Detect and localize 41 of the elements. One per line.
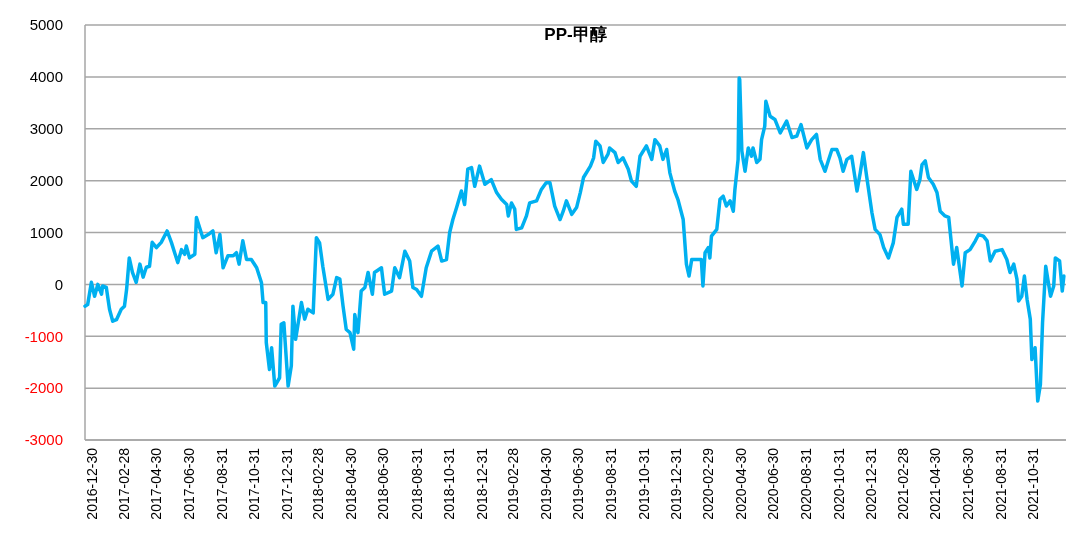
x-tick-label: 2017-04-30 (148, 447, 165, 520)
x-tick-label: 2018-08-31 (408, 447, 425, 520)
x-tick-label: 2021-06-30 (959, 447, 976, 520)
x-tick-label: 2020-02-29 (700, 447, 717, 520)
x-tick-label: 2020-06-30 (765, 447, 782, 520)
line-series (83, 76, 1066, 403)
x-tick-label: 2017-02-28 (115, 447, 132, 520)
y-tick-label: -2000 (24, 379, 63, 397)
x-tick-label: 2019-12-31 (668, 447, 685, 520)
y-tick-label: -3000 (24, 431, 63, 449)
y-tick-label: 2000 (29, 171, 63, 189)
y-tick-label: 5000 (29, 16, 63, 34)
x-tick-label: 2019-06-30 (570, 447, 587, 520)
x-tick-label: 2018-04-30 (342, 447, 359, 520)
x-tick-label: 2020-08-31 (798, 447, 815, 520)
x-tick-label: 2021-04-30 (927, 447, 944, 520)
x-tick-label: 2017-08-31 (213, 447, 230, 520)
x-tick-label: 2017-06-30 (180, 447, 197, 520)
x-tick-label: 2020-12-31 (863, 447, 880, 520)
x-tick-label: 2018-06-30 (375, 447, 392, 520)
x-tick-label: 2021-02-28 (894, 447, 911, 520)
x-tick-label: 2021-10-31 (1025, 447, 1042, 520)
x-tick-label: 2020-04-30 (732, 447, 749, 520)
x-tick-label: 2020-10-31 (830, 447, 847, 520)
y-tick-label: 4000 (29, 68, 63, 86)
x-tick-label: 2019-04-30 (537, 447, 554, 520)
x-tick-label: 2019-08-31 (603, 447, 620, 520)
x-tick-label: 2019-02-28 (505, 447, 522, 520)
x-tick-label: 2021-08-31 (992, 447, 1009, 520)
x-tick-label: 2016-12-30 (83, 447, 100, 520)
chart-title: PP-甲醇 (544, 25, 607, 44)
y-tick-label: 3000 (29, 120, 63, 137)
x-tick-label: 2018-10-31 (441, 447, 458, 520)
x-tick-label: 2018-02-28 (310, 447, 327, 520)
x-tick-label: 2019-10-31 (635, 447, 652, 520)
x-tick-label: 2018-12-31 (473, 447, 490, 520)
y-tick-label: -1000 (24, 327, 63, 345)
x-tick-label: 2017-10-31 (246, 447, 263, 520)
x-tick-label: 2017-12-31 (278, 447, 295, 520)
y-tick-label: 1000 (29, 223, 63, 241)
y-tick-label: 0 (54, 275, 63, 293)
